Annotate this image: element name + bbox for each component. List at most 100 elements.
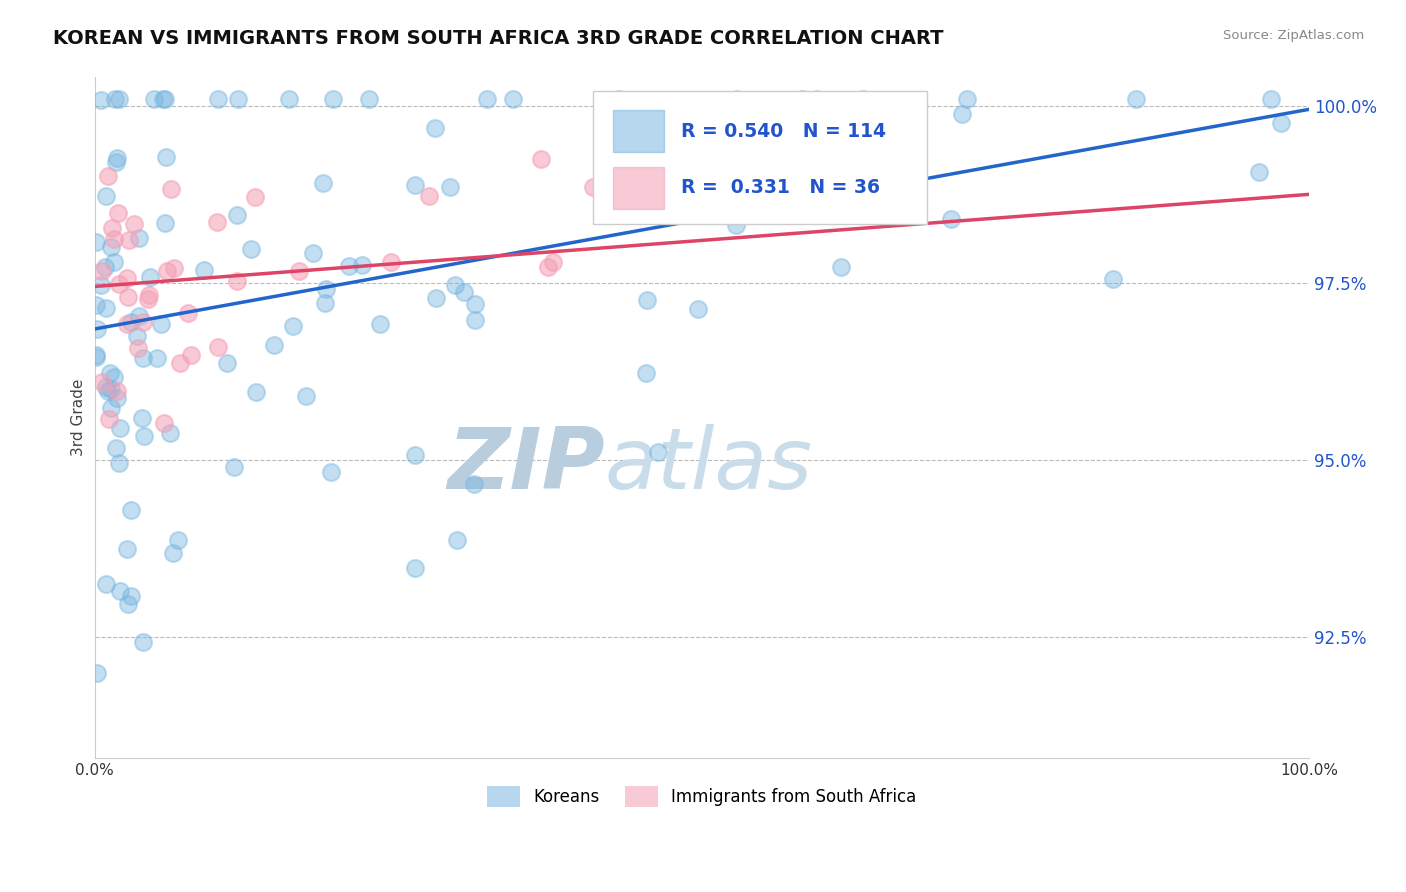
Point (152, 416, 174, 430)
Point (146, 351, 169, 366)
Point (177, 306, 200, 320)
Point (790, 92, 813, 106)
Point (97, 412, 120, 426)
Point (90, 375, 112, 389)
Point (105, 391, 128, 405)
Point (104, 154, 127, 169)
Point (108, 456, 131, 470)
Point (647, 445, 669, 459)
Point (117, 542, 139, 557)
Point (205, 215, 228, 229)
Point (159, 425, 181, 440)
Point (108, 92, 131, 106)
Point (156, 263, 179, 277)
Point (404, 561, 426, 575)
Point (86, 665, 108, 680)
Point (90, 278, 112, 293)
Point (118, 233, 141, 247)
Point (446, 533, 468, 548)
Point (359, 92, 381, 106)
Point (1247, 165, 1270, 179)
Point (607, 92, 630, 106)
Point (724, 218, 747, 232)
Point (1270, 116, 1292, 130)
Point (439, 179, 461, 194)
Point (502, 92, 524, 106)
Point (153, 216, 176, 230)
Point (350, 258, 373, 272)
Point (1102, 272, 1125, 286)
Point (131, 411, 153, 425)
Point (86, 321, 108, 335)
Point (110, 583, 132, 598)
Point (464, 313, 486, 327)
Point (637, 161, 659, 175)
Point (103, 369, 125, 384)
Point (475, 92, 498, 106)
Point (215, 355, 238, 369)
Point (537, 260, 560, 274)
Point (278, 92, 301, 106)
Point (226, 208, 249, 222)
Point (117, 597, 139, 611)
Point (108, 277, 131, 291)
Point (603, 203, 626, 218)
Point (418, 189, 440, 203)
Point (1125, 92, 1147, 106)
Point (132, 315, 155, 329)
Point (105, 384, 128, 398)
Point (193, 262, 215, 277)
Point (155, 151, 177, 165)
Point (97, 169, 120, 183)
Point (132, 351, 155, 365)
Point (94, 189, 117, 203)
Point (380, 255, 402, 269)
Point (115, 317, 138, 331)
Point (582, 179, 605, 194)
Text: atlas: atlas (605, 424, 813, 507)
Point (166, 533, 188, 548)
Point (830, 260, 852, 275)
Point (678, 138, 700, 153)
Point (725, 92, 748, 106)
Point (314, 295, 336, 310)
Point (315, 282, 337, 296)
Point (138, 288, 160, 302)
Point (108, 420, 131, 434)
Point (180, 348, 202, 362)
Point (368, 317, 391, 331)
Point (84, 350, 107, 364)
FancyBboxPatch shape (592, 91, 927, 224)
Point (207, 340, 229, 354)
Point (84, 349, 107, 363)
Point (97, 384, 120, 399)
Point (283, 319, 305, 334)
Point (127, 341, 149, 355)
Point (96, 301, 118, 315)
Point (636, 293, 658, 308)
Point (655, 171, 678, 186)
Point (120, 589, 142, 603)
Point (159, 182, 181, 196)
Point (463, 477, 485, 491)
Point (153, 92, 176, 106)
Bar (613, 110, 664, 153)
Point (423, 121, 446, 136)
Point (98, 366, 121, 380)
Point (104, 92, 127, 106)
Point (288, 264, 311, 278)
Point (600, 93, 623, 107)
Point (806, 92, 828, 106)
Point (263, 338, 285, 352)
Point (139, 269, 162, 284)
Point (94, 260, 117, 275)
Point (134, 429, 156, 443)
Point (124, 217, 146, 231)
Point (91, 264, 114, 278)
Point (84, 298, 107, 312)
Point (852, 92, 875, 106)
Point (695, 97, 717, 112)
Bar (613, 167, 664, 209)
Text: R = 0.540   N = 114: R = 0.540 N = 114 (681, 121, 886, 141)
Point (94, 577, 117, 591)
